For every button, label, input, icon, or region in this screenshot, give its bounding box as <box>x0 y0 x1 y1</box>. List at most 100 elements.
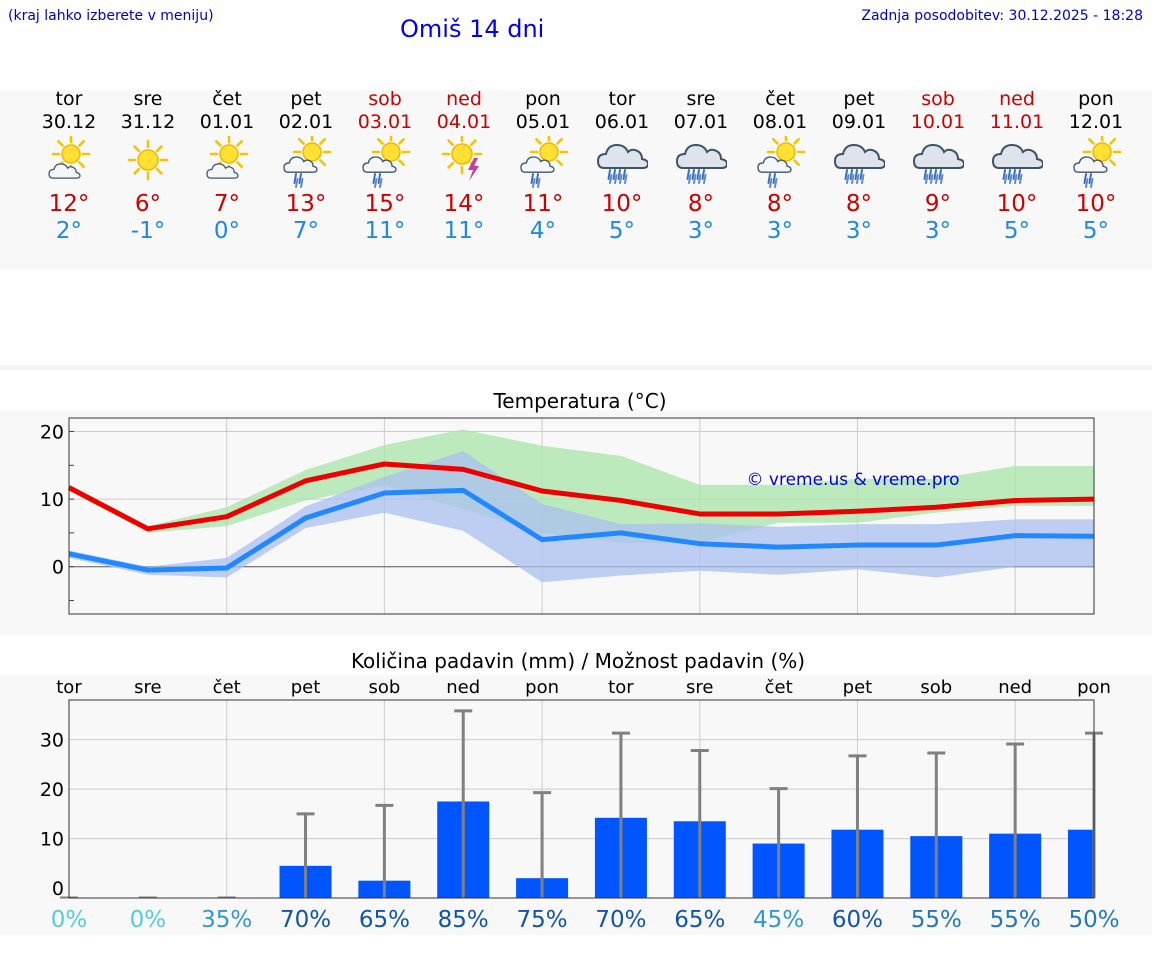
max-temp: 8° <box>845 191 873 217</box>
x-category-label: čet <box>213 677 241 698</box>
rain-drop <box>374 178 378 188</box>
day-date: 08.01 <box>752 111 808 133</box>
sun-ray <box>1109 159 1117 167</box>
cloud-body <box>206 163 239 179</box>
rain-drop <box>930 174 934 184</box>
x-category-label: ned <box>446 677 480 698</box>
rain-drop <box>769 178 773 188</box>
min-temp: 3° <box>687 218 715 244</box>
rain-drop <box>772 173 776 184</box>
x-category-label: sre <box>134 677 161 698</box>
divider <box>0 365 1152 370</box>
temperature-chart: Temperatura (°C) 0 10 20 © vreme.us & vreme.… <box>40 389 1095 615</box>
location-menu-hint[interactable]: (kraj lahko izberete v meniju) <box>8 8 214 24</box>
day-name: čet <box>212 88 242 110</box>
rain-drop <box>1085 178 1089 188</box>
rain-drop <box>1007 169 1011 180</box>
sun-shape <box>292 136 332 172</box>
sun-disc <box>137 149 159 171</box>
rain-drop <box>861 174 865 184</box>
sun-cloud-rain-icon <box>757 136 806 188</box>
rain-drops <box>530 173 541 188</box>
sun-ray <box>771 137 779 145</box>
max-temp: 10° <box>601 191 643 217</box>
sun-cloud-icon <box>206 136 249 179</box>
sun-cloud-rain-icon <box>362 136 411 188</box>
day-column[interactable]: ned 11.01 10° 5° <box>977 88 1057 245</box>
day-column[interactable]: sre 31.12 6° -1° <box>108 88 188 245</box>
day-column[interactable]: tor 30.12 12° 2° <box>29 88 109 245</box>
day-column[interactable]: ned 04.01 14° 11° <box>424 88 504 245</box>
sun-ray <box>398 137 406 145</box>
rain-drop <box>1017 169 1021 180</box>
sun-ray <box>214 139 222 147</box>
x-category-label: čet <box>765 677 793 698</box>
rain-drop <box>1083 173 1087 184</box>
sun-disc <box>302 142 322 162</box>
series-line-min <box>68 487 1095 573</box>
day-column[interactable]: sob 03.01 15° 11° <box>345 88 425 245</box>
cloud-body <box>833 143 885 169</box>
day-column[interactable]: pon 12.01 10° 5° <box>1056 88 1136 245</box>
sun-cloud-rain-icon <box>283 136 332 188</box>
rain-drops <box>923 169 944 184</box>
day-date: 02.01 <box>278 111 334 133</box>
cloud-shape <box>1073 156 1108 173</box>
day-name: sre <box>133 88 163 110</box>
rain-drop <box>851 174 855 184</box>
day-column[interactable]: sob 10.01 9° 3° <box>898 88 978 245</box>
day-column[interactable]: pet 09.01 8° 3° <box>819 88 899 245</box>
day-name: pon <box>525 88 561 110</box>
max-temp: 11° <box>522 191 564 217</box>
day-date: 11.01 <box>989 111 1045 133</box>
rain-drop <box>846 174 850 184</box>
day-name: sob <box>921 88 955 110</box>
day-name: čet <box>765 88 795 110</box>
max-temp-range <box>69 429 1094 544</box>
min-temp: 3° <box>924 218 952 244</box>
sun-ray <box>78 161 86 169</box>
rain-drop <box>925 174 929 184</box>
rain-drop <box>703 174 707 184</box>
sun-disc <box>1092 142 1112 162</box>
day-column[interactable]: pet 02.01 13° 7° <box>266 88 346 245</box>
day-date: 10.01 <box>910 111 966 133</box>
sun-ray <box>556 137 564 145</box>
day-column[interactable]: sre 07.01 8° 3° <box>661 88 741 245</box>
min-temp: -1° <box>130 218 166 244</box>
day-column[interactable]: tor 06.01 10° 5° <box>582 88 662 245</box>
rain-drop <box>377 173 381 184</box>
cloud-shape <box>757 156 792 173</box>
day-date: 12.01 <box>1068 111 1124 133</box>
day-column[interactable]: pon 05.01 11° 4° <box>503 88 583 245</box>
page-title[interactable]: Omiš 14 dni <box>400 15 545 43</box>
sun-ray <box>1109 137 1117 145</box>
rain-drop <box>607 169 611 180</box>
precip-probability: 50% <box>1068 907 1119 933</box>
day-column[interactable]: čet 08.01 8° 3° <box>740 88 820 245</box>
rain-drop <box>693 174 697 184</box>
sun-ray <box>78 139 86 147</box>
sun-ray <box>556 159 564 167</box>
day-column[interactable]: čet 01.01 7° 0° <box>187 88 267 245</box>
precip-probability: 35% <box>201 907 252 933</box>
sun-shape <box>766 136 806 172</box>
cloud-body <box>596 143 648 169</box>
day-name: tor <box>608 88 636 110</box>
rain-drop <box>624 174 628 184</box>
sun-disc <box>61 144 81 164</box>
cloud-body <box>912 143 964 169</box>
rain-drop <box>854 169 858 180</box>
precip-probability: 65% <box>359 907 410 933</box>
rain-drop <box>933 169 937 180</box>
sun-shape <box>209 136 249 174</box>
x-category-label: pon <box>525 677 559 698</box>
rain-drops <box>844 169 865 184</box>
sun-disc <box>219 144 239 164</box>
cloud-rain-icon <box>675 143 727 184</box>
cloud-body <box>991 143 1043 169</box>
rain-drops <box>767 173 778 188</box>
x-category-label: tor <box>608 677 634 698</box>
y-tick-label: 10 <box>40 829 64 851</box>
rain-drop <box>300 178 304 188</box>
